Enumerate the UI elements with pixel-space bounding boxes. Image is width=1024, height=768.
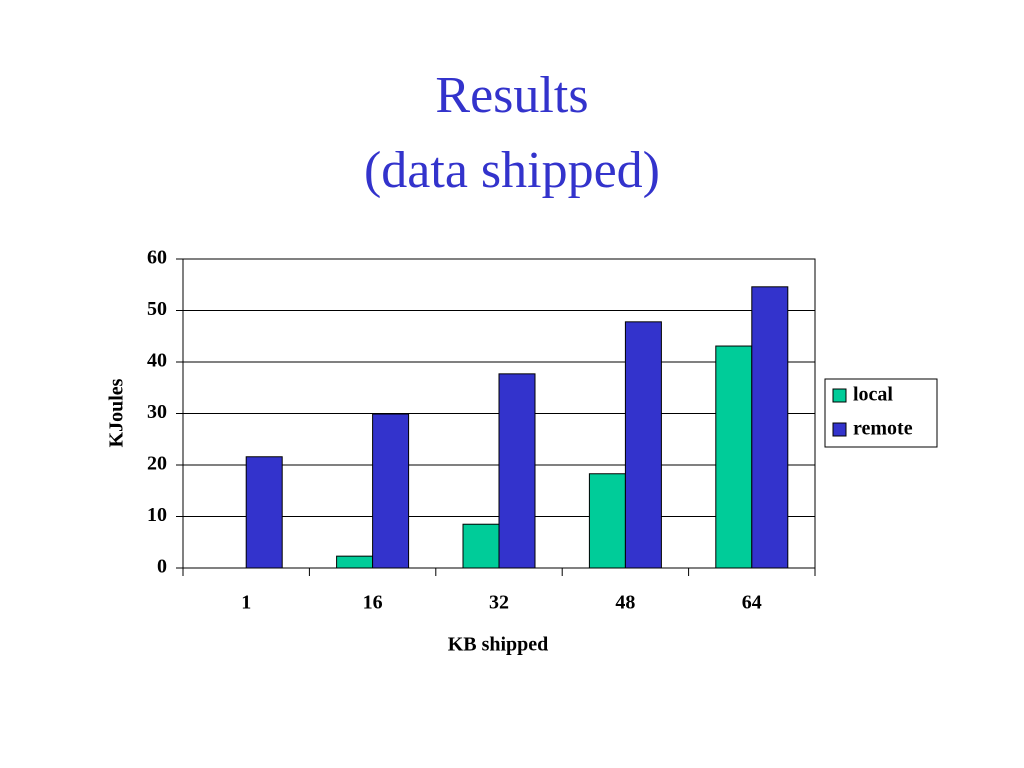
chart-title: Results — [435, 67, 588, 124]
bar — [245, 456, 283, 569]
x-tick-label: 64 — [742, 592, 762, 614]
y-tick-label: 30 — [147, 401, 167, 423]
bar — [751, 286, 789, 569]
y-tick-label: 40 — [147, 350, 167, 372]
y-tick-label: 60 — [147, 247, 167, 269]
bar — [498, 373, 536, 569]
legend-label: remote — [853, 418, 913, 440]
bar — [336, 555, 374, 569]
x-tick-label: 16 — [363, 592, 383, 614]
y-tick-label: 50 — [147, 298, 167, 320]
x-tick-label: 1 — [241, 592, 251, 614]
chart-subtitle: (data shipped) — [364, 142, 660, 199]
bar — [462, 523, 500, 569]
bar — [588, 473, 626, 569]
y-tick-label: 20 — [147, 453, 167, 475]
x-tick-label: 48 — [615, 592, 635, 614]
bar — [372, 413, 410, 569]
bar — [715, 345, 753, 569]
y-axis-label: KJoules — [106, 378, 128, 447]
legend-swatch — [832, 422, 847, 437]
legend-swatch — [832, 388, 847, 403]
y-tick-label: 0 — [157, 556, 167, 578]
bar — [624, 321, 662, 569]
legend-label: local — [853, 384, 893, 406]
x-axis-label: KB shipped — [448, 634, 549, 656]
x-tick-label: 32 — [489, 592, 509, 614]
y-tick-label: 10 — [147, 504, 167, 526]
